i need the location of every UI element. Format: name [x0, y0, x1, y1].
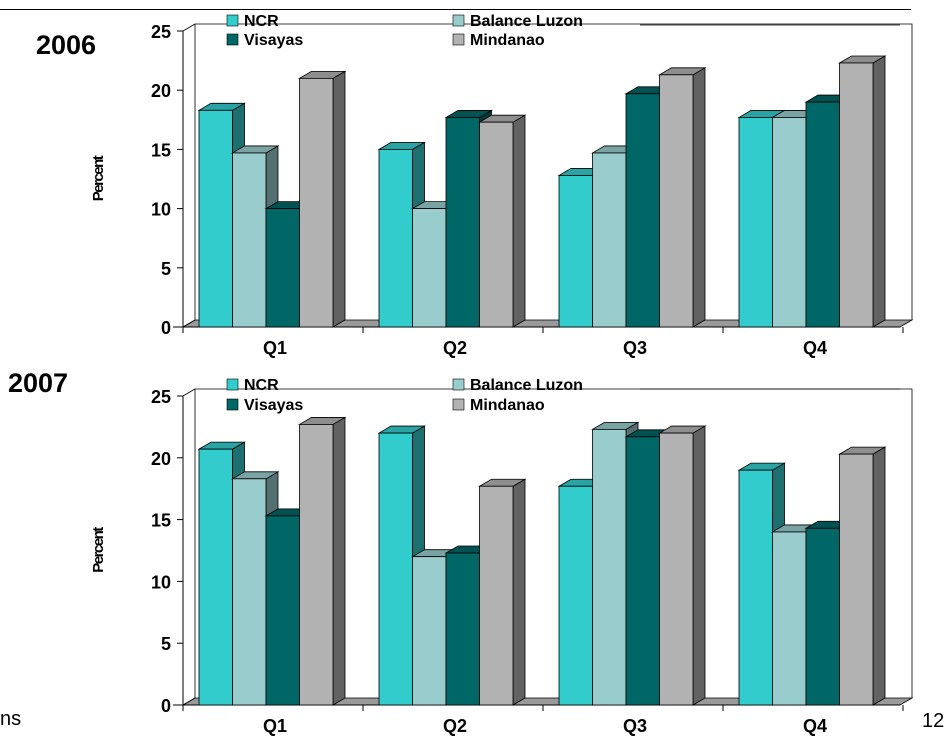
y-tick-label: 15: [151, 140, 171, 160]
bar-mindanao-q3: [658, 425, 707, 706]
legend-swatch: [226, 398, 239, 411]
bar-mindanao-q4: [838, 446, 887, 706]
left-fragment-text: ns: [0, 708, 22, 730]
top-rule: [0, 9, 911, 10]
legend-label-balance-luzon: Balance Luzon: [470, 377, 583, 394]
bar-mindanao-q4: [838, 55, 887, 328]
axis-depth-line: [182, 697, 196, 706]
y-axis-label: Percent: [90, 155, 107, 201]
legend-swatch: [226, 14, 239, 27]
y-tick-label: 10: [151, 200, 171, 220]
legend-swatch: [452, 398, 465, 411]
chart-back-wall: [194, 388, 913, 698]
x-tick-label-q1: Q1: [263, 338, 287, 358]
x-tick-label-q4: Q4: [803, 716, 827, 736]
x-tick-label-q2: Q2: [443, 716, 467, 736]
legend-swatch: [226, 33, 239, 46]
bar-visayas-q3: [624, 86, 673, 328]
legend-label-visayas: Visayas: [244, 32, 303, 49]
bar-mindanao-q1: [298, 416, 347, 706]
page-number: 12: [922, 710, 945, 732]
legend-label-ncr: NCR: [244, 13, 279, 30]
y-tick-label: 20: [151, 81, 171, 101]
y-tick-label: 25: [151, 387, 171, 407]
legend-label-visayas: Visayas: [244, 397, 303, 414]
legend-label-mindanao: Mindanao: [470, 397, 545, 414]
y-tick-label: 0: [161, 318, 171, 338]
legend-label-mindanao: Mindanao: [470, 32, 545, 49]
legend-swatch: [452, 33, 465, 46]
y-tick-label: 5: [161, 634, 171, 654]
legend-swatch: [226, 378, 239, 391]
y-tick-label: 25: [151, 22, 171, 42]
chart-2006: 0 5 10 15 20 25 Percent Q1 Q2 Q3 Q4 NCR Balance Luzo…: [90, 13, 914, 358]
y-tick-label: 0: [161, 696, 171, 716]
x-tick-label-q3: Q3: [623, 338, 647, 358]
bar-mindanao-q3: [658, 67, 707, 328]
x-tick-label-q3: Q3: [623, 716, 647, 736]
y-tick-label: 15: [151, 511, 171, 531]
axis-top-depth: [182, 23, 196, 32]
bar-mindanao-q1: [298, 70, 347, 328]
year-label-2007: 2007: [8, 368, 69, 398]
y-axis-label: Percent: [90, 527, 107, 573]
chart-2007: 0 5 10 15 20 25 Percent Q1 Q2 Q3 Q4 NCR Balance Luzo…: [90, 377, 914, 736]
legend-label-balance-luzon: Balance Luzon: [470, 13, 583, 30]
y-tick-label: 5: [161, 259, 171, 279]
legend-swatch: [452, 378, 465, 391]
x-tick-label-q1: Q1: [263, 716, 287, 736]
bar-ncr-q4: [737, 462, 786, 706]
y-tick-label: 10: [151, 572, 171, 592]
chart-back-wall: [194, 23, 913, 320]
axis-top-depth: [182, 388, 196, 397]
y-tick-label: 20: [151, 449, 171, 469]
x-tick-label-q2: Q2: [443, 338, 467, 358]
axis-depth-line: [182, 319, 196, 328]
bar-mindanao-q2: [478, 478, 527, 706]
legend-swatch: [452, 14, 465, 27]
legend-label-ncr: NCR: [244, 377, 279, 394]
year-label-2006: 2006: [36, 30, 97, 60]
bar-mindanao-q2: [478, 114, 527, 328]
x-tick-label-q4: Q4: [803, 338, 827, 358]
